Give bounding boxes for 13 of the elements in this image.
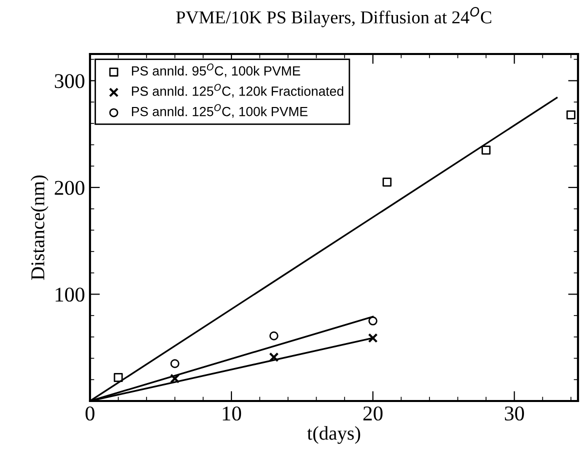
legend-label: PS annld. 125$^{O}$C, 120k Fractionated (132, 84, 344, 98)
y-tick-label: 100 (56, 288, 84, 302)
chart-title: PVME/10K PS Bilayers, Diffusion at 24$^{O}$C (176, 7, 492, 28)
y-tick-label: 300 (54, 74, 84, 88)
y-axis-title: Distance(nm) (30, 175, 48, 280)
x-tick-label: 20 (363, 406, 383, 421)
x-tick-label: 0 (86, 406, 94, 421)
x-tick-label: 30 (504, 406, 524, 421)
x-tick-label: 10 (222, 406, 242, 421)
y-tick-label: 200 (54, 180, 84, 195)
legend-label: PS annld. 95$^{O}$C, 100k PVME (132, 64, 300, 78)
x-axis-title: t(days) (307, 426, 360, 444)
legend-label: PS annld. 125$^{O}$C, 100k PVME (132, 104, 308, 118)
